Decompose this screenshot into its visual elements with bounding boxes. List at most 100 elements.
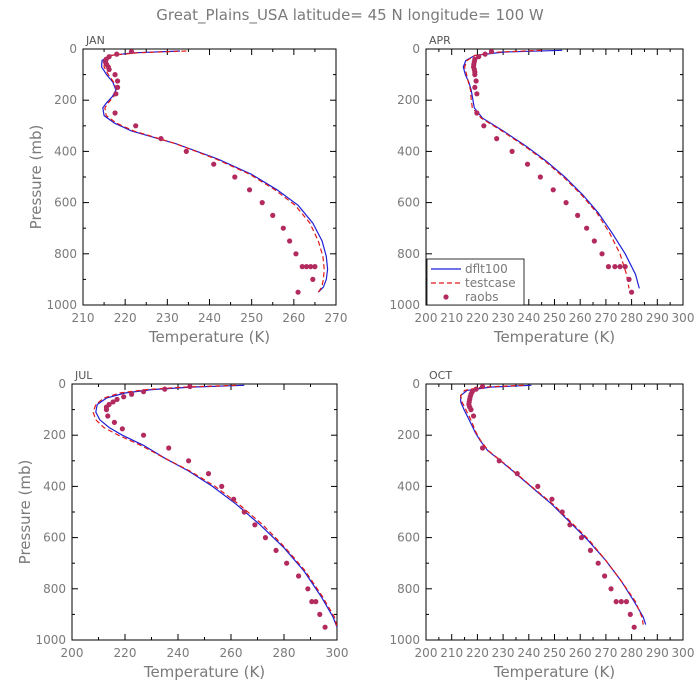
- raobs-point: [114, 396, 120, 402]
- raobs-point: [303, 264, 310, 270]
- y-axis-title: Pressure (mb): [16, 460, 34, 565]
- raobs-point: [183, 148, 189, 154]
- raobs-point: [317, 611, 323, 618]
- raobs-point: [121, 394, 127, 400]
- y-tick-label: 600: [397, 531, 420, 545]
- y-tick-label: 800: [397, 247, 420, 261]
- legend-label-dflt100: dflt100: [465, 262, 508, 276]
- raobs-point: [162, 386, 168, 392]
- raobs-point: [474, 91, 480, 97]
- raobs-point: [262, 535, 269, 541]
- y-tick-label: 800: [54, 247, 77, 261]
- raobs-point: [305, 586, 311, 592]
- raobs-point: [476, 54, 482, 60]
- plot-frame: [425, 383, 684, 641]
- x-axis-title: Temperature (K): [493, 663, 615, 681]
- y-tick-label: 200: [54, 93, 77, 107]
- raobs-point: [112, 110, 118, 116]
- y-tick-label: 400: [43, 479, 66, 493]
- panel-label: JAN: [85, 34, 105, 47]
- x-tick-label: 250: [543, 646, 566, 660]
- raobs-point: [559, 509, 565, 515]
- raobs-point: [133, 123, 139, 129]
- series-raobs: [103, 383, 328, 630]
- y-tick-label: 0: [69, 42, 77, 56]
- raobs-point: [166, 445, 172, 451]
- x-tick-label: 210: [440, 646, 463, 660]
- raobs-point: [205, 471, 212, 477]
- x-tick-label: 220: [466, 646, 489, 660]
- x-tick-label: 300: [672, 311, 695, 325]
- x-tick-label: 200: [415, 646, 438, 660]
- raobs-point: [602, 573, 608, 579]
- raobs-point: [114, 84, 121, 90]
- series-dflt100-line: [460, 384, 647, 625]
- y-tick-label: 200: [43, 428, 66, 442]
- raobs-point: [509, 148, 515, 154]
- raobs-point: [129, 391, 135, 397]
- legend-marker-raobs: [443, 294, 449, 300]
- raobs-point: [112, 72, 118, 78]
- x-tick-label: 220: [114, 311, 137, 325]
- raobs-point: [629, 289, 635, 295]
- raobs-point: [252, 522, 258, 528]
- x-tick-label: 280: [620, 311, 643, 325]
- x-tick-label: 300: [326, 646, 349, 660]
- legend-label-testcase: testcase: [465, 276, 516, 290]
- y-tick-label: 400: [397, 479, 420, 493]
- plot-frame: [82, 48, 337, 306]
- raobs-point: [113, 91, 119, 97]
- raobs-point: [114, 78, 121, 84]
- raobs-point: [473, 386, 479, 392]
- y-tick-label: 1000: [389, 633, 420, 647]
- plot-frame: [71, 383, 338, 641]
- raobs-point: [537, 174, 543, 180]
- raobs-point: [312, 264, 318, 270]
- raobs-point: [496, 458, 502, 464]
- x-tick-label: 230: [492, 311, 515, 325]
- x-tick-label: 250: [240, 311, 263, 325]
- raobs-point: [612, 264, 618, 270]
- panel-label: JUL: [74, 369, 93, 382]
- raobs-point: [309, 599, 315, 605]
- x-axis-title: Temperature (K): [143, 663, 265, 681]
- raobs-point: [479, 383, 486, 390]
- raobs-point: [618, 599, 624, 605]
- y-tick-label: 800: [397, 582, 420, 596]
- raobs-point: [631, 624, 637, 630]
- raobs-point: [578, 535, 585, 541]
- raobs-point: [494, 136, 500, 142]
- x-tick-label: 270: [594, 311, 617, 325]
- y-tick-label: 0: [412, 377, 420, 391]
- raobs-point: [299, 264, 305, 270]
- x-tick-label: 260: [282, 311, 305, 325]
- series-raobs: [102, 48, 318, 295]
- x-tick-label: 240: [167, 646, 190, 660]
- figure-title: Great_Plains_USA latitude= 45 N longitud…: [156, 6, 544, 25]
- y-tick-label: 200: [397, 428, 420, 442]
- raobs-point: [284, 560, 290, 566]
- y-tick-label: 400: [397, 144, 420, 158]
- raobs-point: [106, 66, 112, 73]
- raobs-point: [114, 51, 120, 57]
- raobs-point: [270, 212, 276, 218]
- raobs-point: [584, 225, 590, 231]
- x-tick-label: 220: [466, 311, 489, 325]
- series-testcase-line: [460, 384, 644, 625]
- raobs-point: [567, 522, 573, 528]
- raobs-point: [626, 276, 632, 282]
- raobs-point: [310, 276, 316, 282]
- raobs-point: [575, 212, 581, 218]
- raobs-point: [128, 48, 135, 55]
- x-tick-label: 240: [517, 311, 540, 325]
- raobs-point: [595, 560, 601, 566]
- x-tick-label: 240: [517, 646, 540, 660]
- x-tick-label: 260: [569, 646, 592, 660]
- x-tick-label: 260: [220, 646, 243, 660]
- raobs-point: [617, 264, 623, 270]
- x-tick-label: 230: [156, 311, 179, 325]
- x-tick-label: 200: [415, 311, 438, 325]
